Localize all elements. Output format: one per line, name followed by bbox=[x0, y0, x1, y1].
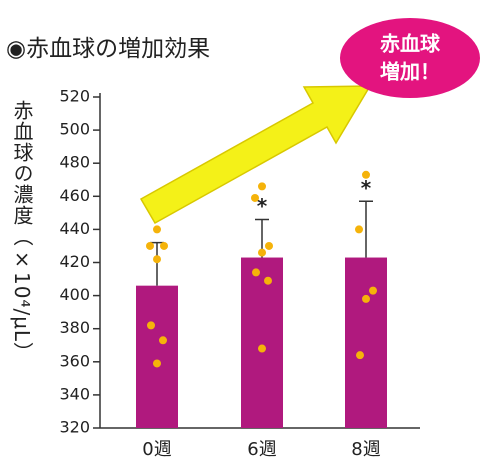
data-point bbox=[147, 321, 155, 330]
y-tick-label: 380 bbox=[59, 318, 90, 337]
error-bar bbox=[150, 241, 164, 286]
trend-arrow bbox=[139, 85, 372, 225]
y-tick-label: 320 bbox=[59, 418, 90, 437]
bar bbox=[241, 257, 283, 428]
y-label-part: （×10⁴/μL） bbox=[10, 226, 34, 364]
error-bar bbox=[359, 200, 373, 258]
data-point bbox=[153, 225, 161, 234]
y-tick-label: 440 bbox=[59, 219, 90, 238]
y-tick-label: 420 bbox=[59, 252, 90, 271]
data-point bbox=[362, 170, 370, 179]
significance-mark: * bbox=[361, 176, 372, 200]
bar bbox=[345, 257, 387, 428]
data-point bbox=[153, 359, 161, 368]
data-point bbox=[264, 276, 272, 285]
y-tick-label: 400 bbox=[59, 285, 90, 304]
data-point bbox=[265, 241, 273, 250]
data-point bbox=[356, 351, 364, 360]
data-point bbox=[252, 268, 260, 277]
data-point bbox=[258, 248, 266, 257]
y-tick-label: 500 bbox=[59, 120, 90, 139]
data-point bbox=[369, 286, 377, 295]
y-tick-label: 340 bbox=[59, 384, 90, 403]
callout-text: 増加！ bbox=[380, 60, 440, 84]
callout-text: 赤血球 bbox=[380, 32, 441, 56]
chart-title: ◉赤血球の増加効果 bbox=[6, 36, 210, 62]
data-point bbox=[153, 255, 161, 264]
data-point bbox=[159, 336, 167, 345]
y-tick-label: 480 bbox=[59, 153, 90, 172]
y-axis-label: 赤血球の濃度（×10⁴/μL） bbox=[10, 100, 34, 364]
data-point bbox=[355, 225, 363, 234]
data-point bbox=[251, 193, 259, 202]
y-tick-label: 460 bbox=[59, 186, 90, 205]
x-tick-label: 0週 bbox=[142, 439, 171, 460]
data-point bbox=[258, 344, 266, 353]
bar bbox=[136, 285, 178, 428]
data-point bbox=[362, 294, 370, 303]
data-point bbox=[160, 241, 168, 250]
y-tick-label: 360 bbox=[59, 351, 90, 370]
x-tick-label: 6週 bbox=[247, 439, 276, 460]
significance-mark: * bbox=[257, 194, 268, 218]
callout-bubble bbox=[340, 18, 480, 98]
y-tick-label: 520 bbox=[59, 87, 90, 106]
data-point bbox=[146, 241, 154, 250]
x-tick-label: 8週 bbox=[351, 439, 380, 460]
y-label-part: 赤血球の濃度 bbox=[10, 100, 34, 226]
data-point bbox=[258, 182, 266, 191]
